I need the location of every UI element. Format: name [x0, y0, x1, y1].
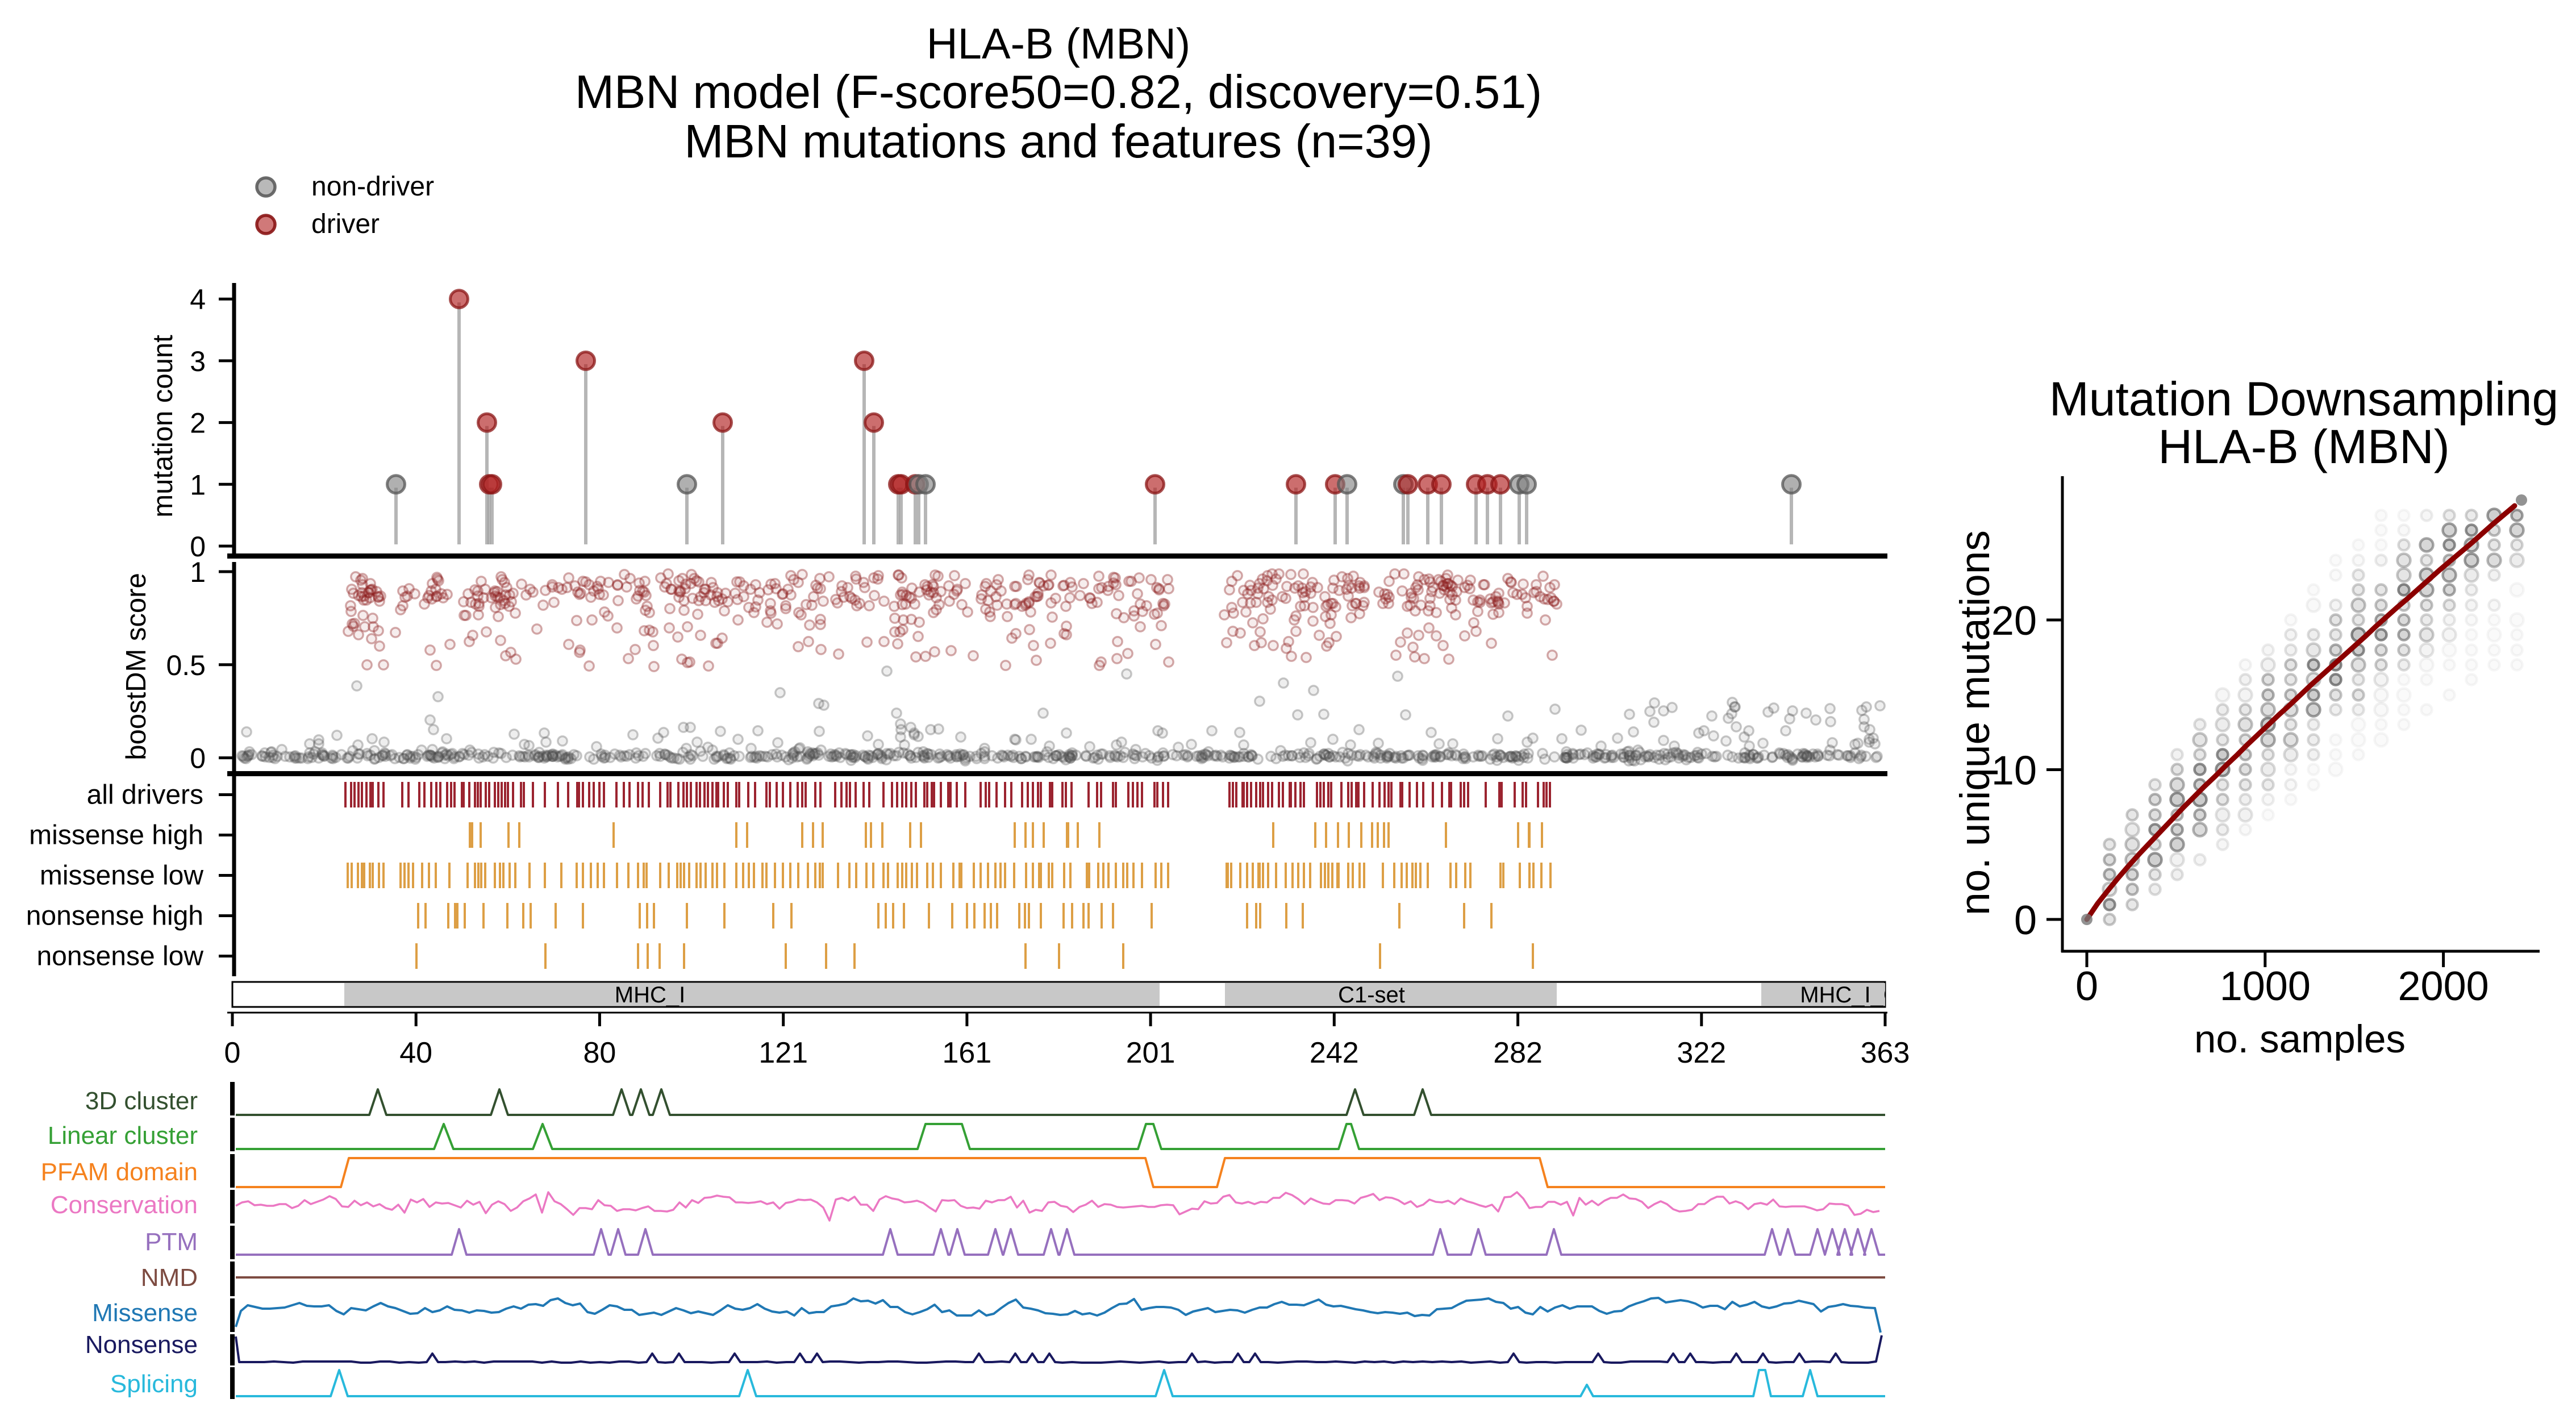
svg-text:2000: 2000 — [2398, 964, 2489, 1009]
svg-text:1000: 1000 — [2220, 964, 2311, 1009]
svg-text:20: 20 — [1991, 598, 2037, 644]
svg-text:242: 242 — [1310, 1036, 1359, 1069]
svg-text:0.5: 0.5 — [166, 650, 206, 681]
svg-text:no. unique mutations: no. unique mutations — [1952, 530, 1998, 915]
svg-text:PTM: PTM — [145, 1228, 198, 1256]
svg-text:201: 201 — [1126, 1036, 1176, 1069]
svg-text:mutation count: mutation count — [148, 335, 178, 518]
svg-text:MBN model (F-score50=0.82, dis: MBN model (F-score50=0.82, discovery=0.5… — [575, 65, 1542, 118]
svg-text:0: 0 — [190, 531, 206, 563]
svg-text:3D cluster: 3D cluster — [85, 1087, 198, 1115]
svg-text:1: 1 — [190, 556, 206, 588]
svg-text:HLA-B (MBN): HLA-B (MBN) — [927, 20, 1190, 68]
svg-text:Nonsense: Nonsense — [85, 1331, 198, 1359]
svg-text:Conservation: Conservation — [51, 1191, 198, 1219]
svg-text:all drivers: all drivers — [87, 780, 203, 810]
svg-text:80: 80 — [583, 1036, 616, 1069]
svg-text:no. samples: no. samples — [2194, 1017, 2406, 1061]
svg-text:MHC_I: MHC_I — [615, 982, 685, 1007]
svg-text:HLA-B (MBN): HLA-B (MBN) — [2158, 420, 2449, 473]
svg-text:282: 282 — [1493, 1036, 1543, 1069]
svg-text:3: 3 — [190, 345, 206, 377]
svg-text:0: 0 — [2075, 964, 2098, 1009]
svg-text:0: 0 — [224, 1036, 241, 1069]
svg-text:Mutation Downsampling: Mutation Downsampling — [2049, 372, 2558, 426]
svg-text:driver: driver — [311, 209, 380, 239]
svg-text:MBN mutations and features (n=: MBN mutations and features (n=39) — [684, 115, 1432, 168]
svg-text:C1-set: C1-set — [1338, 982, 1405, 1007]
svg-text:2: 2 — [190, 407, 206, 439]
svg-text:1: 1 — [190, 469, 206, 501]
svg-text:NMD: NMD — [141, 1264, 198, 1292]
svg-text:missense high: missense high — [29, 821, 203, 851]
svg-text:Splicing: Splicing — [110, 1370, 198, 1398]
svg-text:4: 4 — [190, 284, 206, 315]
svg-text:MHC_I_C: MHC_I_C — [1800, 982, 1900, 1007]
svg-text:0: 0 — [190, 743, 206, 775]
svg-text:40: 40 — [399, 1036, 432, 1069]
svg-text:nonsense low: nonsense low — [36, 942, 203, 972]
svg-text:363: 363 — [1861, 1036, 1910, 1069]
svg-text:non-driver: non-driver — [311, 172, 434, 202]
svg-text:boostDM score: boostDM score — [121, 573, 152, 760]
svg-text:10: 10 — [1991, 748, 2037, 794]
svg-text:121: 121 — [758, 1036, 808, 1069]
svg-text:Linear cluster: Linear cluster — [48, 1122, 198, 1150]
svg-text:322: 322 — [1677, 1036, 1726, 1069]
svg-text:PFAM domain: PFAM domain — [41, 1158, 198, 1186]
svg-text:missense low: missense low — [40, 861, 203, 891]
svg-text:nonsense high: nonsense high — [26, 901, 203, 931]
svg-text:0: 0 — [2014, 898, 2037, 943]
svg-text:161: 161 — [943, 1036, 992, 1069]
svg-text:Missense: Missense — [92, 1299, 198, 1327]
